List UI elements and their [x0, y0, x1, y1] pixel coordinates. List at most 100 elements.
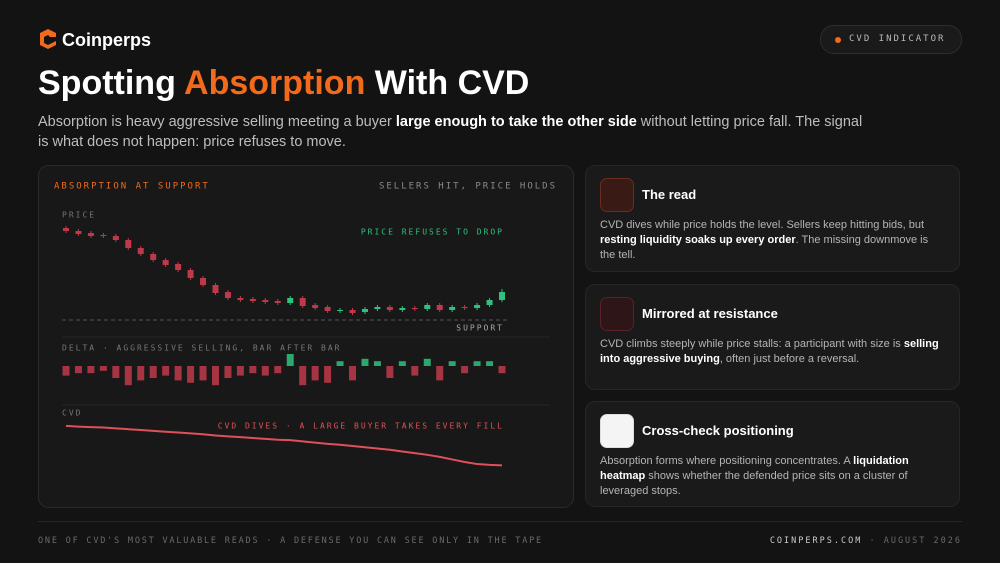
- delta-bar: [174, 366, 182, 381]
- candle-body: [287, 298, 294, 303]
- candle-body: [474, 305, 481, 308]
- card-text: Absorption forms where positioning conce…: [600, 455, 854, 467]
- delta-bar: [149, 366, 157, 378]
- card-text: . The missing downmove is the tell.: [600, 234, 929, 261]
- candle-body: [187, 270, 194, 278]
- title: Spotting Absorption With CVD: [38, 64, 529, 103]
- card-text: shows whether the defended price sits on…: [600, 470, 908, 497]
- delta-bar: [87, 366, 95, 374]
- card-title: The read: [642, 187, 697, 202]
- delta-bar: [224, 366, 232, 378]
- candle-body: [262, 300, 269, 302]
- price-annotation: PRICE REFUSES TO DROP: [361, 228, 504, 237]
- card-body: CVD dives while price holds the level. S…: [600, 218, 945, 263]
- candle-body: [125, 240, 132, 248]
- intro: Absorption is heavy aggressive selling m…: [38, 112, 868, 152]
- card-icon: [600, 414, 634, 448]
- delta-bar: [336, 361, 344, 366]
- candle-body: [349, 310, 356, 313]
- candle-body: [87, 233, 94, 236]
- chart-title: ABSORPTION AT SUPPORT: [54, 182, 210, 192]
- candle-body: [312, 305, 319, 308]
- delta-bar: [261, 366, 269, 376]
- delta-bar: [486, 361, 494, 366]
- card-bold: liquidation heatmap: [600, 455, 909, 482]
- delta-bar: [62, 366, 70, 376]
- footer-date: AUGUST 2026: [883, 536, 962, 546]
- card-title: Cross-check positioning: [642, 423, 794, 438]
- card-text: CVD climbs steeply while price stalls: a…: [600, 338, 904, 350]
- candle-body: [63, 228, 69, 231]
- delta-bar: [249, 366, 257, 374]
- delta-bar: [299, 366, 307, 386]
- title-text: With CVD: [365, 64, 530, 102]
- card-title: Mirrored at resistance: [642, 306, 778, 321]
- card: The read CVD dives while price holds the…: [585, 165, 960, 272]
- badge: CVD INDICATOR: [820, 25, 962, 54]
- candle-body: [112, 236, 119, 240]
- candle-body: [337, 310, 344, 311]
- candle-body: [424, 305, 431, 309]
- delta-bar: [349, 366, 357, 381]
- candle-body: [75, 231, 82, 234]
- card-body: Absorption forms where positioning conce…: [600, 454, 945, 499]
- card-text: , often just before a reversal.: [719, 353, 860, 365]
- support-label: SUPPORT: [456, 324, 504, 333]
- card-icon: [600, 178, 634, 212]
- delta-bar: [411, 366, 419, 376]
- badge-dot: [835, 37, 841, 43]
- delta-bar: [99, 366, 107, 371]
- title-text: Spotting: [38, 64, 185, 102]
- delta-bar: [124, 366, 132, 386]
- delta-bar: [386, 366, 394, 378]
- candle-body: [162, 260, 169, 265]
- candle-body: [386, 307, 393, 310]
- candle-body: [374, 307, 381, 309]
- brand-logo: [40, 29, 56, 49]
- candle-body: [436, 305, 443, 310]
- intro-bold: large enough to take the other side: [395, 114, 637, 130]
- intro-text: without letting price fall. The signal i…: [38, 114, 863, 150]
- candle-body: [361, 309, 368, 312]
- footer-right: COINPERPS.COM · AUGUST 2026: [769, 536, 962, 546]
- delta-bar: [112, 366, 120, 378]
- chart-subtitle: SELLERS HIT, PRICE HOLDS: [379, 182, 557, 192]
- card: Mirrored at resistance CVD climbs steepl…: [585, 284, 960, 390]
- card: Cross-check positioning Absorption forms…: [585, 401, 960, 507]
- card-bold: selling into aggressive buying: [600, 338, 939, 365]
- brand: Coinperps: [62, 30, 152, 50]
- candle-body: [100, 235, 107, 236]
- card-icon: [600, 297, 634, 331]
- candle-body: [499, 292, 505, 300]
- candle-body: [200, 278, 207, 285]
- candle-body: [299, 298, 306, 306]
- chart-panel: ABSORPTION AT SUPPORT SELLERS HIT, PRICE…: [38, 165, 574, 508]
- delta-bar: [211, 366, 219, 386]
- card-bold: resting liquidity soaks up every order: [600, 234, 796, 246]
- delta-bar: [461, 366, 469, 374]
- footer-rule: [38, 521, 962, 522]
- cvd-annotation: CVD DIVES · A LARGE BUYER TAKES EVERY FI…: [218, 422, 504, 431]
- candle-body: [324, 307, 331, 311]
- footer-site: COINPERPS.COM: [769, 536, 863, 546]
- delta-bar: [324, 366, 332, 383]
- candle-body: [237, 298, 244, 300]
- delta-bar: [361, 358, 369, 366]
- delta-bar: [436, 366, 444, 381]
- card-body: CVD climbs steeply while price stalls: a…: [600, 337, 945, 367]
- price-label: PRICE: [62, 211, 96, 220]
- candle-body: [150, 254, 157, 260]
- candle-body: [449, 307, 456, 310]
- footer-note: ONE OF CVD'S MOST VALUABLE READS · A DEF…: [38, 536, 543, 546]
- candle-body: [486, 300, 493, 305]
- delta-bar: [498, 366, 506, 374]
- delta-bar: [286, 354, 294, 366]
- delta-bar: [199, 366, 207, 381]
- delta-bar: [274, 366, 282, 374]
- delta-bar: [187, 366, 195, 383]
- delta-bar: [162, 366, 170, 376]
- candle-body: [212, 285, 219, 293]
- candle-body: [224, 292, 231, 298]
- candle-body: [411, 308, 418, 309]
